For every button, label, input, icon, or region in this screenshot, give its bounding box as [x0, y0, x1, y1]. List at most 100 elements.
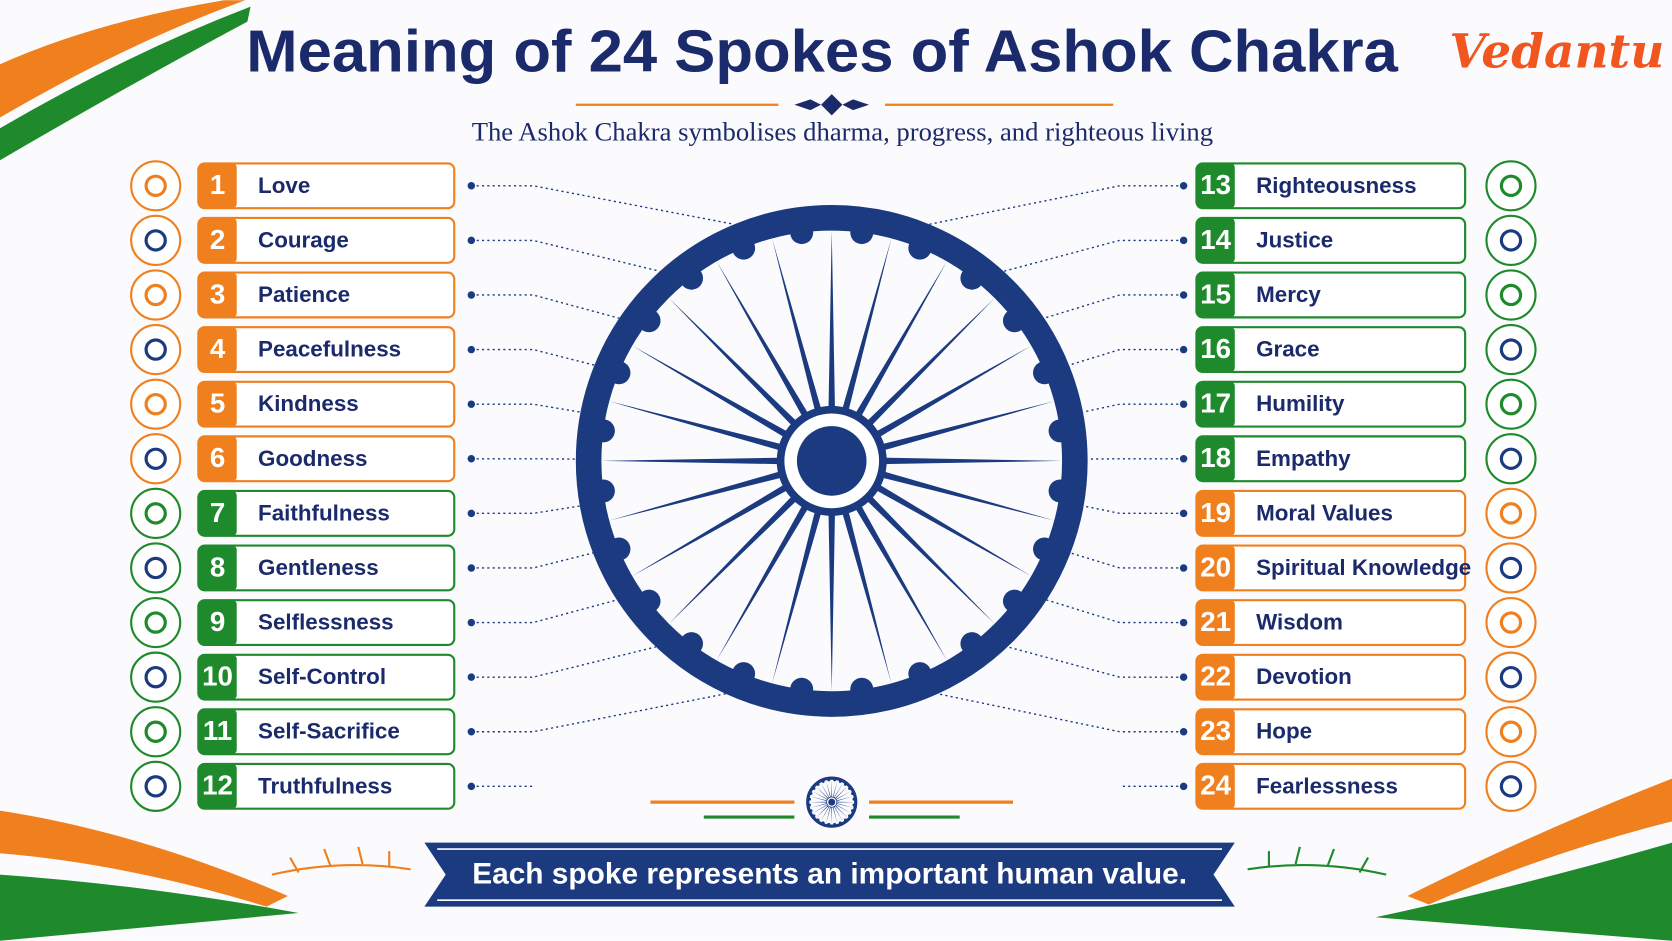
- spoke: [835, 805, 848, 818]
- spoke: [772, 238, 821, 410]
- icon-circle: [1485, 487, 1537, 539]
- rim-dot: [848, 787, 851, 790]
- label: Truthfulness: [258, 773, 392, 798]
- rim-dot: [960, 632, 984, 656]
- number-badge: [1196, 545, 1235, 591]
- spoke: [882, 401, 1055, 451]
- icon-glyph: [1499, 502, 1523, 525]
- icon-circle: [130, 214, 182, 266]
- label: Faithfulness: [258, 500, 390, 525]
- label: Humility: [1256, 391, 1345, 416]
- rim-dot: [838, 779, 842, 783]
- icon-glyph: [1499, 338, 1523, 361]
- rim-dot: [827, 822, 831, 826]
- icon-glyph: [1499, 775, 1523, 798]
- connector: [1043, 294, 1184, 319]
- icon-circle: [130, 760, 182, 812]
- rim-dot: [637, 589, 661, 613]
- number-badge: [198, 490, 237, 536]
- number: 24: [1200, 770, 1231, 801]
- icon-glyph: [1499, 665, 1523, 689]
- label: Wisdom: [1256, 610, 1343, 635]
- rim-dot: [591, 479, 615, 503]
- number: 17: [1200, 388, 1231, 419]
- icon-circle: [1485, 542, 1537, 594]
- connector: [1068, 348, 1184, 366]
- connector: [471, 693, 726, 733]
- number: 8: [210, 551, 225, 582]
- spoke: [825, 807, 831, 824]
- number: 1: [210, 169, 225, 200]
- connector: [1046, 599, 1184, 624]
- label: Righteousness: [1256, 173, 1416, 198]
- spoke: [632, 345, 787, 437]
- icon-glyph: [1499, 174, 1523, 197]
- rim-dot: [850, 221, 874, 245]
- flag-swoosh: [1407, 778, 1672, 905]
- number-badge: [1196, 490, 1235, 536]
- rim-dot: [816, 818, 820, 822]
- connector: [471, 552, 594, 569]
- icon-glyph: [144, 556, 167, 580]
- rim-dot: [833, 822, 837, 826]
- spoke: [825, 780, 831, 798]
- number-badge: [198, 709, 237, 755]
- number: 23: [1200, 715, 1231, 746]
- number: 22: [1200, 661, 1231, 692]
- number-badge: [198, 163, 237, 209]
- number: 18: [1200, 442, 1231, 473]
- icon-glyph: [144, 502, 167, 525]
- rim-dot: [1002, 309, 1026, 333]
- spoke: [855, 505, 947, 661]
- rim-dot: [960, 266, 984, 290]
- emblem-chakra: [806, 776, 858, 828]
- rim-dot: [808, 797, 811, 801]
- subtitle: The Ashok Chakra symbolises dharma, prog…: [472, 117, 1213, 147]
- icon-glyph: [1499, 283, 1523, 307]
- spoke: [885, 457, 1063, 465]
- number: 14: [1200, 224, 1231, 255]
- rim-dot: [843, 818, 847, 822]
- icon-circle: [130, 160, 182, 212]
- label: Patience: [258, 282, 350, 307]
- label: Spiritual Knowledge: [1256, 555, 1471, 580]
- number-badge: [1196, 654, 1235, 700]
- icon-glyph: [144, 775, 167, 798]
- spoke: [834, 782, 843, 798]
- spoke: [810, 796, 827, 802]
- label: Love: [258, 173, 310, 198]
- flag-swoosh: [0, 810, 288, 907]
- rim-dot: [852, 803, 856, 807]
- spoke: [812, 804, 828, 814]
- chakra-rim: [575, 204, 1088, 717]
- icon-circle: [1485, 323, 1537, 376]
- chakra-rim: [806, 776, 858, 828]
- icon-circle: [1485, 214, 1537, 266]
- label: Self-Sacrifice: [258, 719, 400, 744]
- value-list: 1 Love 2 Courage 3 Patience 4 Peacefulness 5 Kind…: [130, 160, 1537, 812]
- icon-glyph: [144, 720, 167, 743]
- number: 9: [210, 606, 225, 637]
- rim-dot: [607, 361, 631, 385]
- number: 5: [210, 388, 225, 419]
- number: 16: [1200, 333, 1231, 364]
- spoke: [834, 806, 843, 822]
- number-badge: [1196, 600, 1235, 645]
- number: 4: [210, 333, 226, 364]
- rim-dot: [843, 782, 847, 786]
- hub: [796, 426, 867, 496]
- hub: [828, 798, 836, 806]
- logo: Vedantu: [1449, 25, 1664, 80]
- spoke: [882, 471, 1055, 521]
- rim-dot: [680, 266, 704, 290]
- rim-dot: [850, 809, 854, 813]
- rim-dot: [821, 779, 825, 783]
- spoke: [632, 484, 787, 577]
- icon-glyph: [1499, 447, 1523, 470]
- rim-dot: [852, 797, 856, 801]
- connector: [471, 185, 735, 225]
- rim-dot: [809, 792, 813, 795]
- flag-swoosh: [0, 6, 251, 161]
- number: 3: [210, 278, 225, 309]
- label: Empathy: [1256, 446, 1351, 471]
